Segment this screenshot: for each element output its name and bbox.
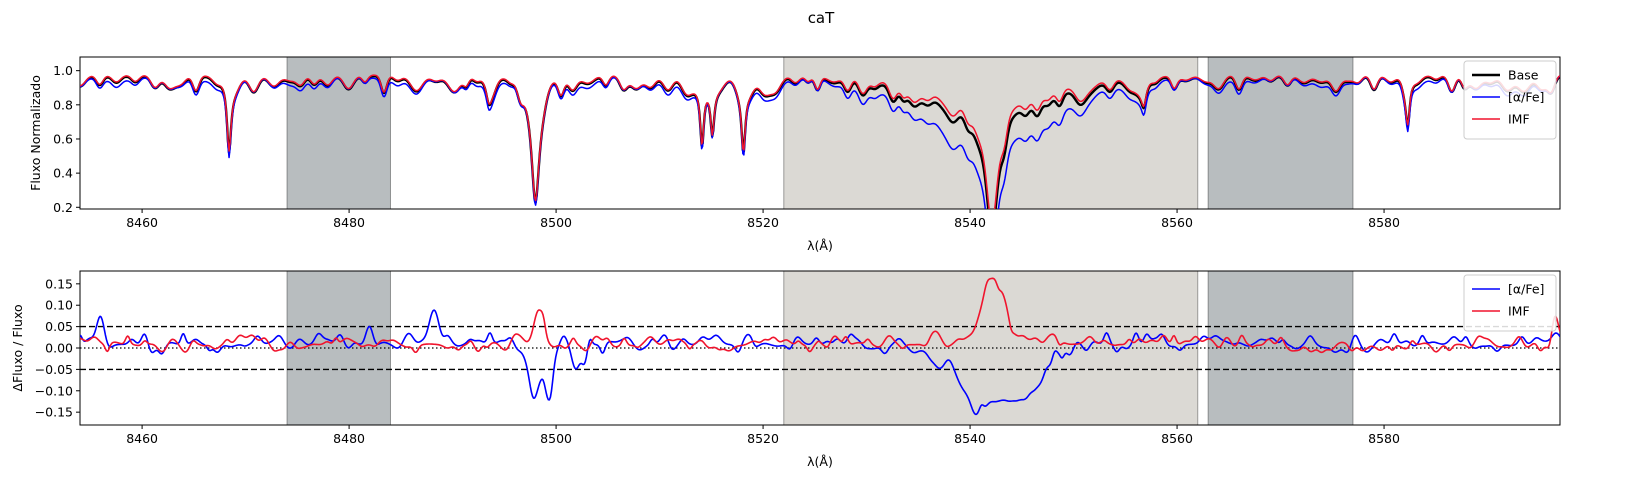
axes-frame	[79, 56, 1561, 210]
legend-label-IMF: IMF	[1508, 112, 1530, 127]
y-tick-label: 0.4	[53, 166, 73, 181]
series-line-IMF	[80, 277, 1560, 354]
legend-label-IMF: IMF	[1508, 304, 1530, 319]
x-axis-label: λ(Å)	[807, 238, 833, 253]
band-side-2	[1207, 56, 1354, 210]
x-tick-label: 8560	[1161, 215, 1193, 230]
x-tick-label: 8580	[1368, 215, 1400, 230]
bottom-panel: 8460 8480 8500 8520 8540 8560 8580 0.15 0.10 0.05…	[10, 270, 1561, 469]
x-tick-label: 8500	[540, 215, 572, 230]
y-tick-label: 0.15	[45, 276, 73, 291]
y-axis-label: ΔFluxo / Fluxo	[10, 304, 25, 391]
y-tick-label: 0.2	[53, 200, 73, 215]
x-tick-label: 8480	[333, 215, 365, 230]
y-tick-label: 0.00	[45, 341, 73, 356]
x-tick-label: 8520	[747, 215, 779, 230]
x-tick-label: 8460	[126, 431, 158, 446]
legend-label-alpha_fe: [α/Fe]	[1508, 90, 1544, 105]
y-tick-label: 0.05	[45, 319, 73, 334]
legend-label-Base: Base	[1508, 68, 1539, 83]
x-tick-label: 8460	[126, 215, 158, 230]
x-tick-label: 8500	[540, 431, 572, 446]
figure-title: caT	[808, 9, 835, 27]
series-line-IMF	[80, 74, 1560, 209]
top-panel: 8460 8480 8500 8520 8540 8560 8580 0.2 0.4 0.6 0.8…	[28, 56, 1561, 253]
x-tick-label: 8480	[333, 431, 365, 446]
y-tick-label: −0.05	[35, 362, 73, 377]
legend-label-alpha_fe: [α/Fe]	[1508, 282, 1544, 297]
band-side-0	[286, 56, 391, 210]
x-tick-label: 8560	[1161, 431, 1193, 446]
x-tick-label: 8520	[747, 431, 779, 446]
y-tick-label: 0.6	[53, 131, 73, 146]
y-axis-label: Fluxo Normalizado	[28, 75, 43, 191]
x-axis-label: λ(Å)	[807, 454, 833, 469]
y-tick-label: 0.10	[45, 298, 73, 313]
band-central-1	[783, 56, 1199, 210]
x-tick-label: 8540	[954, 215, 986, 230]
y-tick-label: −0.10	[35, 383, 73, 398]
y-tick-label: −0.15	[35, 405, 73, 420]
y-tick-label: 0.8	[53, 97, 73, 112]
y-tick-label: 1.0	[53, 63, 73, 78]
x-tick-label: 8580	[1368, 431, 1400, 446]
x-tick-label: 8540	[954, 431, 986, 446]
